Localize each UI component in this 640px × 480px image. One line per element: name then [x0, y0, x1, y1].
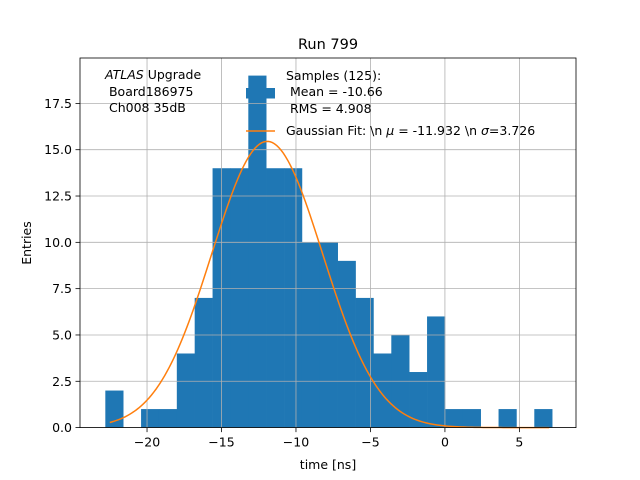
histogram-bar: [176, 353, 195, 428]
histogram-bar: [248, 75, 267, 428]
legend-mean-label: Mean = -10.66: [286, 84, 383, 99]
atlas-label-upgrade: Upgrade: [144, 67, 202, 82]
histogram-bar: [534, 409, 553, 428]
histogram-bar: [462, 409, 481, 428]
channel-label: Ch008 35dB: [105, 100, 186, 115]
histogram-bar: [158, 409, 178, 428]
legend-fit-label: Gaussian Fit: \n μ = -11.932 \n σ=3.726: [286, 123, 535, 138]
plot-frame: [79, 57, 577, 429]
legend-samples-swatch: [246, 88, 275, 99]
y-tick-label: 10.0: [44, 235, 72, 250]
histogram-bar: [444, 409, 464, 428]
x-tick-label: −10: [283, 435, 309, 450]
histogram-bar: [141, 409, 160, 428]
y-tick-label: 17.5: [44, 96, 72, 111]
histogram-bar: [105, 390, 124, 428]
atlas-annotation: ATLAS Upgrade Board186975 Ch008 35dB: [104, 67, 201, 115]
histogram-bar: [230, 168, 249, 428]
y-tick-label: 2.5: [52, 374, 72, 389]
histogram-bar: [266, 168, 285, 428]
histogram-bar: [409, 372, 428, 428]
x-axis-label: time [ns]: [300, 457, 356, 472]
y-tick-label: 0.0: [52, 420, 72, 435]
histogram-bar: [498, 409, 517, 428]
legend-fit-mid: = -11.932 \n: [394, 123, 481, 138]
y-tick-label: 15.0: [44, 142, 72, 157]
x-tick-label: −20: [134, 435, 160, 450]
histogram-bar: [373, 353, 392, 428]
chart-title: Run 799: [298, 37, 358, 53]
x-tick-label: −15: [208, 435, 234, 450]
histogram-bar: [284, 168, 303, 428]
legend-fit-suffix: =3.726: [489, 123, 535, 138]
histogram-bar: [355, 297, 374, 428]
y-tick-label: 7.5: [52, 281, 72, 296]
legend-fit-sigma: σ: [481, 123, 490, 138]
histogram-bar: [427, 316, 446, 428]
y-axis-ticks: 0.0 2.5 5.0 7.5 10.0 12.5 15.0 17.5: [44, 96, 80, 435]
legend-rms-label: RMS = 4.908: [286, 101, 372, 116]
y-tick-label: 12.5: [44, 189, 72, 204]
legend: Samples (125): Mean = -10.66 RMS = 4.908…: [246, 68, 535, 138]
x-axis-ticks: −20 −15 −10 −5 0 5: [134, 427, 523, 450]
legend-fit-prefix: Gaussian Fit: \n: [286, 123, 386, 138]
histogram-bar: [194, 297, 213, 428]
atlas-label: ATLAS Upgrade: [104, 67, 201, 82]
legend-fit-mu: μ: [385, 123, 394, 138]
x-tick-label: 0: [441, 435, 449, 450]
histogram-bar: [337, 260, 356, 428]
legend-samples-label: Samples (125):: [286, 68, 381, 83]
x-tick-label: −5: [361, 435, 379, 450]
x-tick-label: 5: [515, 435, 523, 450]
y-axis-label: Entries: [19, 221, 34, 265]
board-label: Board186975: [105, 84, 193, 99]
y-tick-label: 5.0: [52, 327, 72, 342]
atlas-label-italic: ATLAS: [104, 67, 144, 82]
